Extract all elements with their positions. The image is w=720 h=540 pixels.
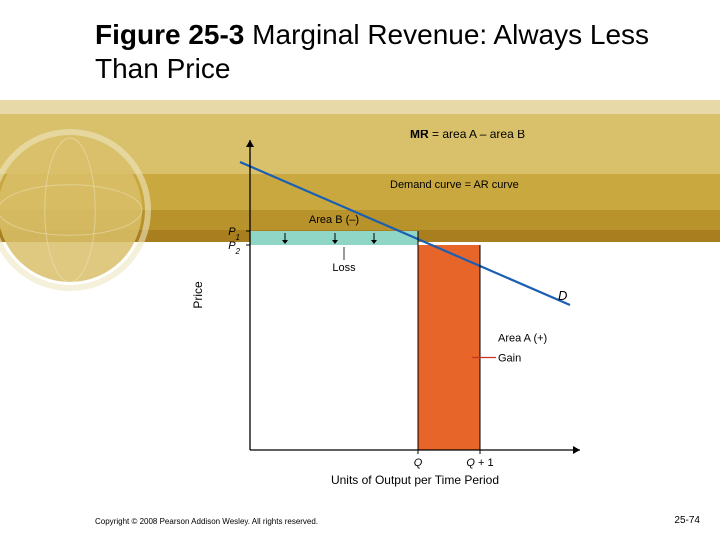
mr-equation: MR = area A – area B — [410, 130, 525, 141]
econ-diagram: PriceUnits of Output per Time PeriodP1P2… — [180, 130, 600, 490]
area-b-label: Area B (–) — [309, 214, 359, 226]
figure-number: Figure 25-3 — [95, 19, 244, 50]
demand-label: Demand curve = AR curve — [390, 179, 519, 191]
q-label: Q — [414, 457, 423, 469]
area-b-rect — [250, 231, 418, 245]
area-a-label: Area A (+) — [498, 333, 547, 345]
d-label: D — [558, 288, 567, 303]
page-number: 25-74 — [674, 515, 700, 526]
area-a-rect — [418, 245, 480, 450]
q-plus-1-label: Q + 1 — [466, 457, 493, 469]
x-axis-label: Units of Output per Time Period — [331, 473, 499, 487]
copyright-text: Copyright © 2008 Pearson Addison Wesley.… — [95, 517, 318, 526]
gain-label: Gain — [498, 353, 521, 365]
p2-label: P2 — [228, 240, 240, 256]
y-axis-label: Price — [191, 281, 205, 309]
loss-label: Loss — [332, 262, 356, 274]
figure-title: Figure 25-3 Marginal Revenue: Always Les… — [95, 18, 720, 86]
